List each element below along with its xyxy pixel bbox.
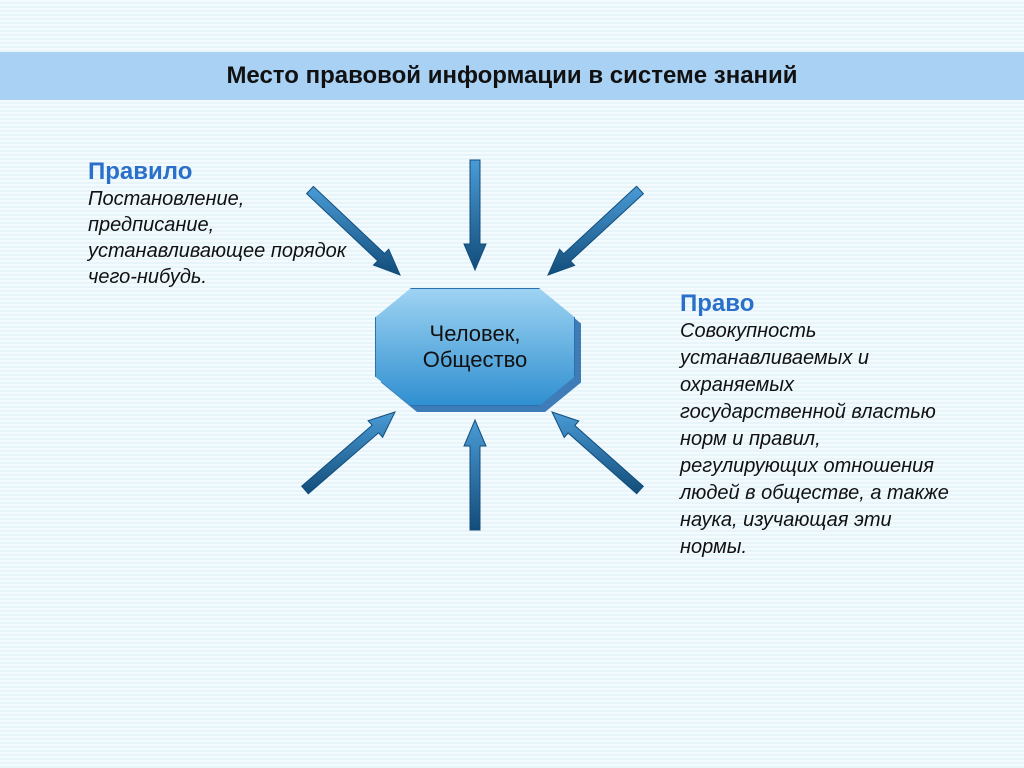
arrow-bottom-left xyxy=(302,412,395,494)
left-definition: Постановление, предписание, устанавливаю… xyxy=(88,186,348,290)
left-definition-block: Правило Постановление, предписание, уста… xyxy=(88,158,348,290)
center-node: Человек, Общество xyxy=(375,288,575,406)
right-definition-block: Право Совокупность устанавливаемых и охр… xyxy=(680,290,960,561)
center-node-line2: Общество xyxy=(423,347,528,372)
arrow-top-right xyxy=(548,186,643,275)
left-term: Правило xyxy=(88,158,348,186)
center-node-line1: Человек, xyxy=(430,321,521,346)
center-node-label: Человек, Общество xyxy=(423,321,528,373)
arrow-bottom-right xyxy=(552,412,643,494)
right-definition: Совокупность устанавливаемых и охраняемы… xyxy=(680,318,960,561)
arrow-top xyxy=(464,160,486,270)
right-term: Право xyxy=(680,290,960,318)
arrow-bottom xyxy=(464,420,486,530)
